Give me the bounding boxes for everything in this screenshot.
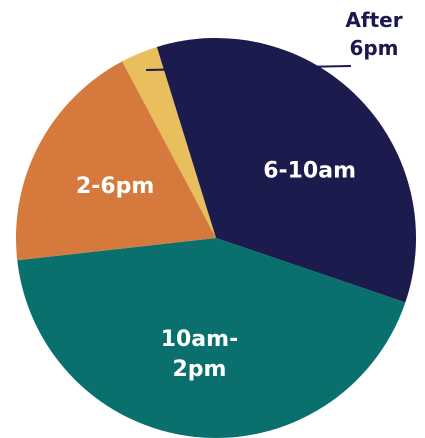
pie-slices <box>16 37 417 438</box>
slice-label-line: 2pm <box>172 357 226 382</box>
pie-slice-6-10am <box>156 37 417 303</box>
slice-label-6-10am: 6-10am <box>263 158 356 183</box>
slice-label-line: 2-6pm <box>76 174 154 199</box>
slice-label-10am-2pm: 10am- 2pm <box>161 327 239 382</box>
slice-label-line: 6pm <box>349 36 398 60</box>
slice-label-line: 10am- <box>161 327 239 352</box>
slice-label-2-6pm: 2-6pm <box>76 174 154 199</box>
pie-slice-2-6pm <box>16 61 216 261</box>
callout-leader-line <box>146 65 352 71</box>
slice-label-after-6pm: After 6pm <box>345 8 402 60</box>
slice-label-line: 6-10am <box>263 158 356 183</box>
pie-slice-after-6pm <box>122 46 216 238</box>
pie-labels: After 6pm 6-10am 10am- 2pm 2-6pm <box>76 8 403 382</box>
pie-slice-10am-2pm <box>17 238 406 438</box>
slice-label-line: After <box>345 8 402 32</box>
